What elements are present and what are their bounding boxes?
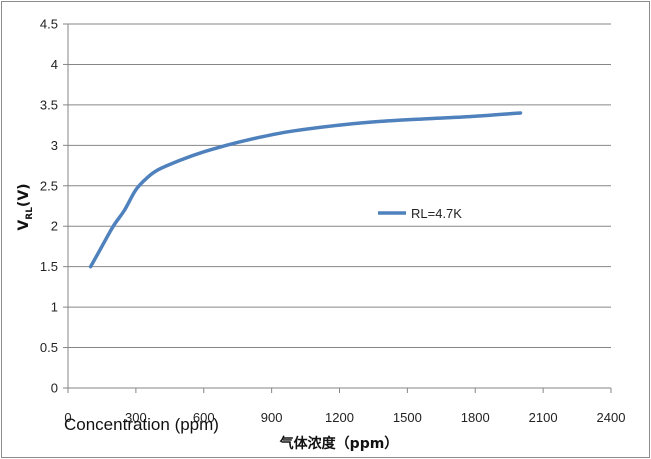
x-tick-label: 0 [64,410,71,425]
y-tick-label: 3 [51,138,58,153]
y-tick-label: 3.5 [40,97,58,112]
y-tick-label: 2.5 [40,178,58,193]
y-axis-title-main: V [16,220,32,231]
x-tick-label: 2400 [597,410,626,425]
y-tick-label: 1.5 [40,259,58,274]
y-tick-label: 0 [51,381,58,396]
y-axis-title: VRL(V) [16,183,35,230]
x-tick-label: 600 [193,410,215,425]
x-tick-label: 2100 [529,410,558,425]
y-tick-label: 2 [51,219,58,234]
x-tick-label: 1800 [461,410,490,425]
y-axis-title-subscript: RL [25,207,35,220]
y-axis-title-unit: (V) [16,183,32,207]
series-line-rl-4-7k [88,111,523,269]
x-tick-label: 1500 [393,410,422,425]
legend-label: RL=4.7K [411,206,462,221]
y-tick-label: 4 [51,57,58,72]
y-tick-label: 0.5 [40,340,58,355]
overlay-caption: Concentration (ppm) [64,415,219,434]
x-tick-label: 900 [261,410,283,425]
y-tick-label: 4.5 [40,17,58,32]
x-tick-label: 300 [125,410,147,425]
x-tick-label: 1200 [325,410,354,425]
y-tick-label: 1 [51,300,58,315]
x-axis-title: 气体浓度（ppm） [279,435,399,452]
